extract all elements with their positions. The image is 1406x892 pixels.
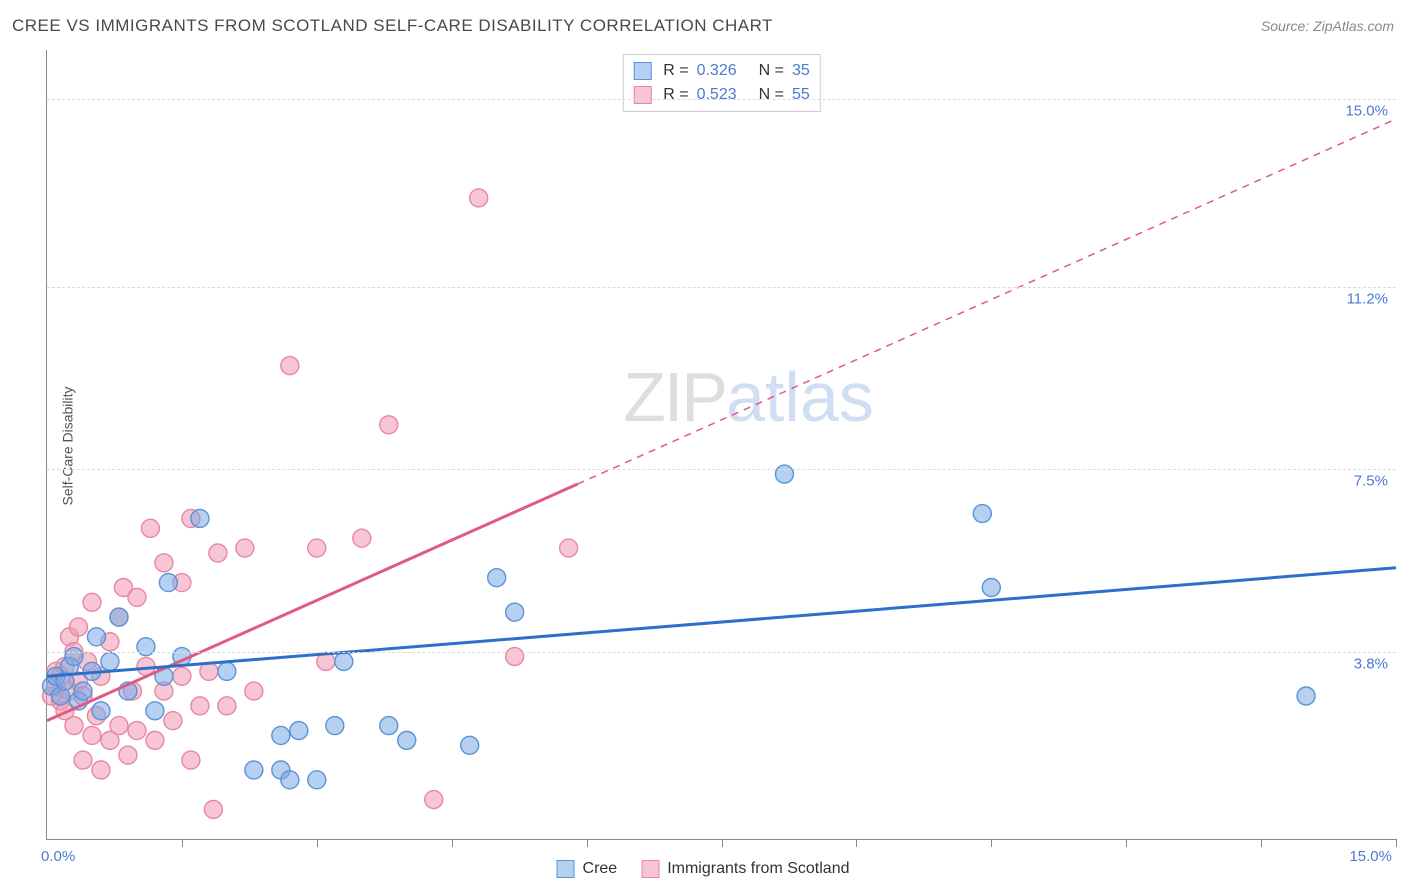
swatch-b-bottom <box>641 860 659 878</box>
n-value-a: 35 <box>792 59 810 83</box>
legend-stats-row-a: R = 0.326 N = 35 <box>633 59 810 83</box>
x-tick <box>1396 839 1397 847</box>
bottom-legend-item-a: Cree <box>557 860 618 878</box>
x-tick <box>317 839 318 847</box>
y-tick-label: 11.2% <box>1347 290 1388 307</box>
legend-stats-row-b: R = 0.523 N = 55 <box>633 83 810 107</box>
plot-svg <box>47 50 1396 839</box>
x-tick <box>1261 839 1262 847</box>
r-value-a: 0.326 <box>697 59 737 83</box>
chart-header: CREE VS IMMIGRANTS FROM SCOTLAND SELF-CA… <box>12 12 1394 40</box>
grid-line <box>47 652 1396 653</box>
legend-stats-box: R = 0.326 N = 35 R = 0.523 N = 55 <box>622 54 821 112</box>
r-label-b: R = <box>663 83 688 107</box>
grid-line <box>47 287 1396 288</box>
x-tick <box>991 839 992 847</box>
grid-line <box>47 99 1396 100</box>
x-tick <box>182 839 183 847</box>
y-tick-label: 3.8% <box>1354 655 1388 672</box>
x-tick <box>587 839 588 847</box>
swatch-a <box>633 62 651 80</box>
n-label-a: N = <box>759 59 784 83</box>
swatch-a-bottom <box>557 860 575 878</box>
bottom-legend-label-a: Cree <box>583 860 618 878</box>
n-label-b: N = <box>759 83 784 107</box>
n-value-b: 55 <box>792 83 810 107</box>
x-tick <box>1126 839 1127 847</box>
chart-source: Source: ZipAtlas.com <box>1261 18 1394 34</box>
r-value-b: 0.523 <box>697 83 737 107</box>
chart-title: CREE VS IMMIGRANTS FROM SCOTLAND SELF-CA… <box>12 16 773 36</box>
swatch-b <box>633 86 651 104</box>
y-tick-label: 7.5% <box>1354 473 1388 490</box>
x-max-label: 15.0% <box>1349 848 1392 865</box>
r-label-a: R = <box>663 59 688 83</box>
bottom-legend: Cree Immigrants from Scotland <box>557 860 850 878</box>
bottom-legend-item-b: Immigrants from Scotland <box>641 860 849 878</box>
x-origin-label: 0.0% <box>41 848 75 865</box>
x-tick <box>722 839 723 847</box>
x-tick <box>452 839 453 847</box>
bottom-legend-label-b: Immigrants from Scotland <box>667 860 849 878</box>
grid-line <box>47 469 1396 470</box>
x-tick <box>856 839 857 847</box>
chart-plot-area: ZIPatlas R = 0.326 N = 35 R = 0.523 N = … <box>46 50 1396 840</box>
y-tick-label: 15.0% <box>1345 103 1388 120</box>
